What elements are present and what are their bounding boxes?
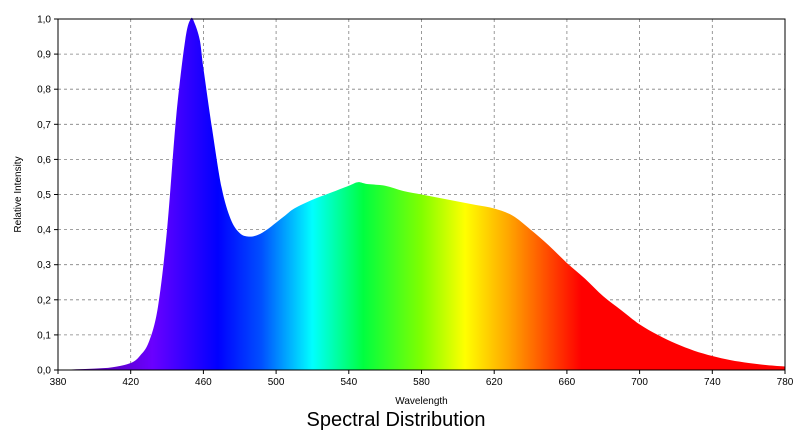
y-tick-label: 1,0 xyxy=(37,15,51,26)
y-tick-label: 0,9 xyxy=(37,50,51,61)
y-axis-ticks: 0,0 0,1 0,2 0,3 0,4 0,5 0,6 0,7 0,8 0,9 1,0 xyxy=(37,15,58,377)
y-tick-label: 0,6 xyxy=(37,155,51,166)
y-tick-label: 0,5 xyxy=(37,190,51,201)
chart-title: Spectral Distribution xyxy=(307,409,486,431)
y-tick-label: 0,7 xyxy=(37,120,51,131)
x-tick-label: 620 xyxy=(486,377,503,388)
x-tick-label: 500 xyxy=(268,377,285,388)
x-tick-label: 700 xyxy=(631,377,648,388)
y-tick-label: 0,4 xyxy=(37,225,51,236)
y-axis-label: Relative Intensity xyxy=(13,156,24,232)
x-tick-label: 420 xyxy=(122,377,139,388)
x-tick-label: 780 xyxy=(777,377,794,388)
y-tick-label: 0,0 xyxy=(37,366,51,377)
x-tick-label: 580 xyxy=(413,377,430,388)
x-tick-label: 380 xyxy=(50,377,67,388)
y-tick-label: 0,2 xyxy=(37,295,51,306)
y-tick-label: 0,8 xyxy=(37,85,51,96)
x-tick-label: 660 xyxy=(559,377,576,388)
x-axis-ticks: 380 420 460 500 540 580 620 660 700 740 780 xyxy=(50,370,794,388)
y-tick-label: 0,1 xyxy=(37,330,51,341)
x-axis-label: Wavelength xyxy=(395,396,447,407)
x-tick-label: 460 xyxy=(195,377,212,388)
x-tick-label: 540 xyxy=(340,377,357,388)
spectrum-area xyxy=(58,17,785,370)
y-tick-label: 0,3 xyxy=(37,260,51,271)
x-tick-label: 740 xyxy=(704,377,721,388)
